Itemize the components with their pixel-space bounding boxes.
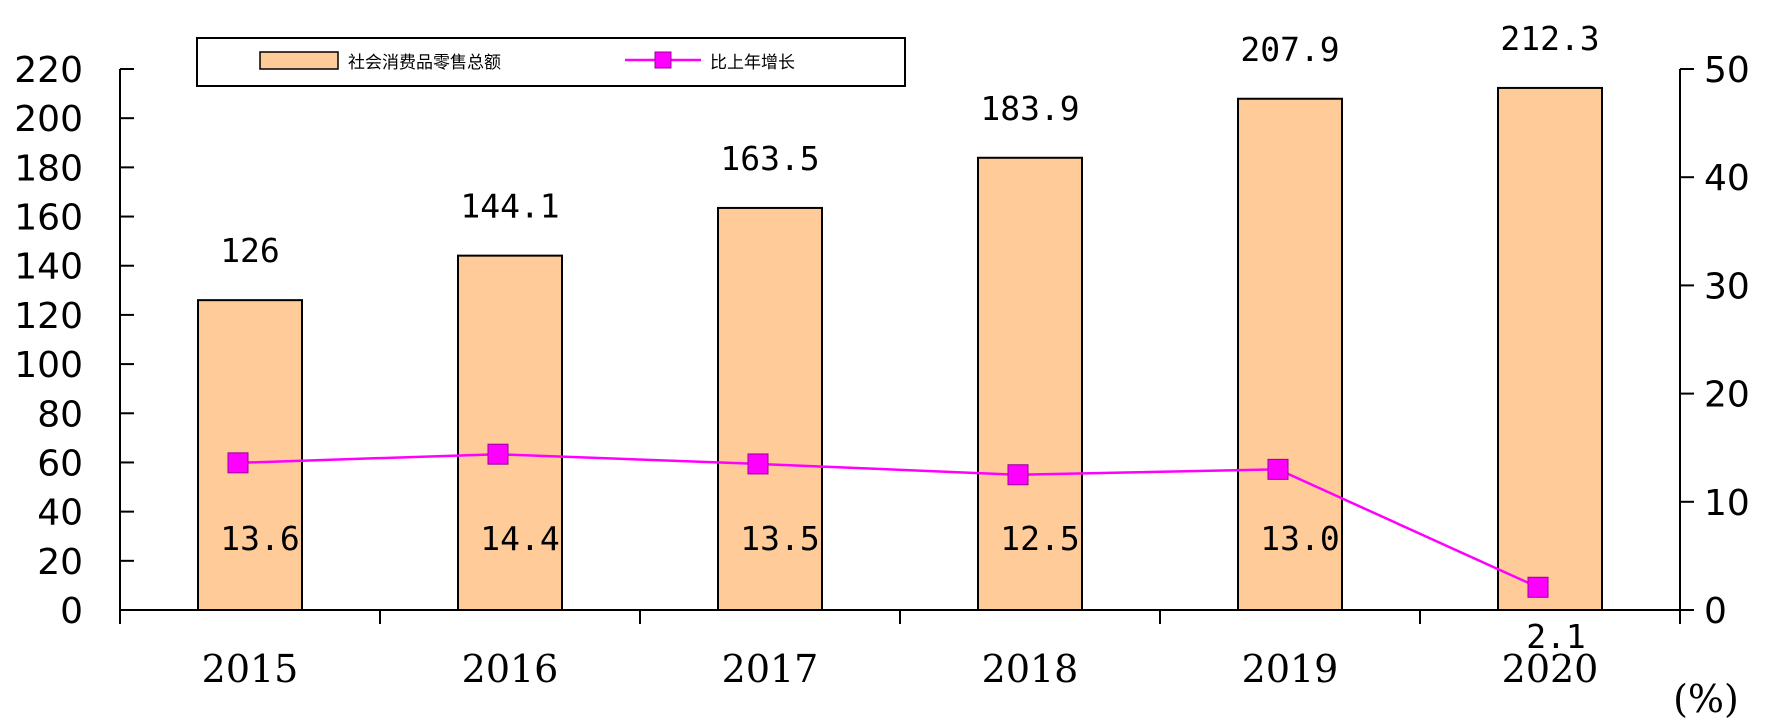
y-left-tick-label: 80 bbox=[37, 394, 83, 435]
legend-bar-label: 社会消费品零售总额 bbox=[348, 53, 501, 73]
legend-line-marker bbox=[654, 51, 672, 69]
bar-value-label-2020: 212.3 bbox=[1500, 19, 1599, 58]
bar-2016 bbox=[457, 254, 563, 612]
x-tick-label-2016: 2016 bbox=[462, 647, 559, 691]
y-left-tick-label: 140 bbox=[14, 247, 83, 288]
y-left-tick-label: 160 bbox=[14, 198, 83, 239]
y-right-tick-label: 0 bbox=[1704, 591, 1727, 632]
growth-line bbox=[237, 452, 1539, 589]
bar-value-label-2016: 144.1 bbox=[460, 187, 559, 226]
bar-2015 bbox=[197, 299, 303, 611]
growth-marker-2020 bbox=[1527, 576, 1549, 598]
x-tick-label-2015: 2015 bbox=[202, 647, 299, 691]
growth-value-label-2017: 13.5 bbox=[740, 519, 819, 558]
legend-line-label: 比上年增长 bbox=[710, 53, 795, 73]
y-left-tick-label: 180 bbox=[14, 148, 83, 189]
growth-value-label-2019: 13.0 bbox=[1260, 519, 1339, 558]
y-right-tick-label: 10 bbox=[1704, 483, 1750, 524]
legend-bar-swatch bbox=[259, 51, 339, 70]
y-left-tick-label: 200 bbox=[14, 99, 83, 140]
line-layer bbox=[227, 443, 1549, 598]
growth-value-label-2018: 12.5 bbox=[1000, 519, 1079, 558]
growth-marker-2019 bbox=[1267, 458, 1289, 480]
labels-layer: 126 144.1 163.5 183.9 207.9 212.3 13.6 14.4 13.5… bbox=[220, 19, 1599, 656]
x-tick-label-2018: 2018 bbox=[982, 647, 1079, 691]
y-right-tick-label: 40 bbox=[1704, 158, 1750, 199]
y-left-tick-label: 120 bbox=[14, 296, 83, 337]
y-left-tick-label: 100 bbox=[14, 345, 83, 386]
y-right-tick-label: 20 bbox=[1704, 375, 1750, 416]
growth-marker-2015 bbox=[227, 452, 249, 474]
bar-2020 bbox=[1497, 86, 1603, 611]
legend: 社会消费品零售总额 比上年增长 bbox=[196, 37, 906, 87]
growth-value-label-2016: 14.4 bbox=[480, 519, 559, 558]
y-left-tick-label: 0 bbox=[60, 591, 83, 632]
bar-value-label-2019: 207.9 bbox=[1240, 30, 1339, 69]
axes-layer: 0 20 40 60 80 100 120 140 160 180 200 220 0 10 20 30 40 5… bbox=[14, 50, 1750, 691]
x-tick-label-2020: 2020 bbox=[1502, 647, 1599, 691]
y-right-tick-label: 30 bbox=[1704, 266, 1750, 307]
growth-marker-2018 bbox=[1007, 464, 1029, 486]
bar-2018 bbox=[977, 156, 1083, 611]
bar-2017 bbox=[717, 206, 823, 611]
y-left-tick-label: 220 bbox=[14, 50, 83, 91]
x-tick-label-2017: 2017 bbox=[722, 647, 819, 691]
growth-value-label-2020: 2.1 bbox=[1526, 617, 1586, 656]
y-left-tick-label: 60 bbox=[37, 443, 83, 484]
growth-value-label-2015: 13.6 bbox=[220, 519, 299, 558]
bar-2019 bbox=[1237, 97, 1343, 611]
bar-value-label-2015: 126 bbox=[220, 231, 280, 270]
y-right-tick-label: 50 bbox=[1704, 50, 1750, 91]
right-axis-unit: (%) bbox=[1673, 677, 1739, 720]
y-left-tick-label: 20 bbox=[37, 542, 83, 583]
growth-marker-2017 bbox=[747, 453, 769, 475]
x-tick-label-2019: 2019 bbox=[1242, 647, 1339, 691]
bars-layer bbox=[197, 86, 1603, 612]
bar-value-label-2017: 163.5 bbox=[720, 139, 819, 178]
bar-value-label-2018: 183.9 bbox=[980, 89, 1079, 128]
y-left-tick-label: 40 bbox=[37, 493, 83, 534]
growth-marker-2016 bbox=[487, 443, 509, 465]
